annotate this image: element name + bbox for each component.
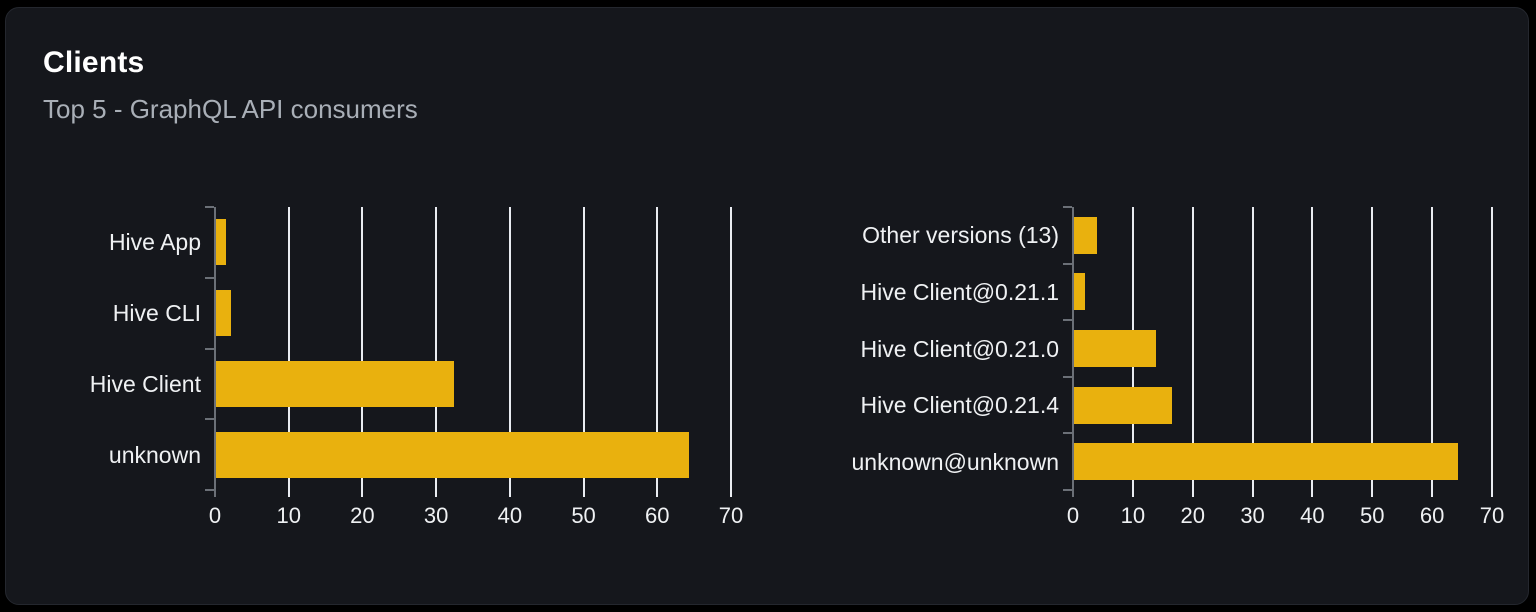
x-tick-label-60: 60 — [645, 503, 670, 528]
y-axis-tick — [1063, 375, 1072, 378]
category-label-hive-client-0-21-1: Hive Client@0.21.1 — [860, 279, 1060, 305]
gridline-20 — [361, 207, 364, 497]
gridline-10 — [287, 207, 290, 497]
gridline-30 — [1251, 207, 1254, 497]
bar-unknown[interactable] — [216, 432, 689, 478]
page-title: Clients — [43, 46, 145, 79]
y-axis-tick — [205, 347, 214, 350]
category-label-unknown: unknown — [108, 442, 201, 468]
y-axis-line — [1072, 207, 1074, 497]
y-axis-tick — [1063, 206, 1072, 208]
x-tick-label-50: 50 — [1360, 503, 1385, 528]
bar-hive-cli[interactable] — [216, 290, 231, 336]
category-label-hive-client-0-21-4: Hive Client@0.21.4 — [860, 392, 1060, 418]
x-tick-label-10: 10 — [276, 503, 301, 528]
bar-hive-client-0-21-1[interactable] — [1074, 273, 1085, 310]
y-axis-tick — [205, 206, 214, 208]
y-axis-tick — [1063, 432, 1072, 435]
x-tick-label-50: 50 — [571, 503, 596, 528]
category-label-hive-client: Hive Client — [89, 371, 201, 397]
gridline-40 — [1311, 207, 1314, 497]
gridline-70 — [730, 207, 732, 497]
x-tick-label-20: 20 — [1180, 503, 1205, 528]
clients-card — [5, 7, 1529, 605]
x-tick-label-20: 20 — [350, 503, 375, 528]
gridline-70 — [1491, 207, 1493, 497]
category-label-hive-app: Hive App — [108, 229, 201, 255]
y-axis-tick — [1063, 319, 1072, 322]
y-axis-tick — [205, 489, 214, 491]
x-tick-label-70: 70 — [1479, 503, 1505, 528]
category-label-hive-cli: Hive CLI — [112, 300, 201, 326]
x-tick-label-10: 10 — [1120, 503, 1146, 528]
y-axis-tick — [1063, 489, 1072, 491]
bar-hive-client-0-21-4[interactable] — [1074, 387, 1172, 424]
x-tick-label-30: 30 — [1240, 503, 1265, 528]
x-tick-label-0: 0 — [208, 503, 222, 528]
page-subtitle: Top 5 - GraphQL API consumers — [43, 94, 418, 124]
gridline-50 — [582, 207, 585, 497]
x-tick-label-40: 40 — [497, 503, 523, 528]
gridline-50 — [1371, 207, 1374, 497]
bar-other-versions-13[interactable] — [1074, 217, 1097, 254]
gridline-60 — [1431, 207, 1434, 497]
bar-hive-app[interactable] — [216, 219, 226, 265]
category-label-other-versions-13: Other versions (13) — [862, 222, 1059, 248]
bar-hive-client[interactable] — [216, 361, 454, 407]
y-axis-tick — [205, 418, 214, 421]
category-label-unknown-unknown: unknown@unknown — [851, 449, 1059, 475]
x-tick-label-30: 30 — [423, 503, 449, 528]
bar-hive-client-0-21-0[interactable] — [1074, 330, 1156, 367]
x-tick-label-40: 40 — [1300, 503, 1325, 528]
y-axis-tick — [1063, 262, 1072, 265]
y-axis-line — [214, 207, 216, 497]
category-label-hive-client-0-21-0: Hive Client@0.21.0 — [860, 336, 1060, 362]
x-tick-label-70: 70 — [718, 503, 744, 528]
x-tick-label-60: 60 — [1419, 503, 1445, 528]
gridline-60 — [656, 207, 659, 497]
x-tick-label-0: 0 — [1066, 503, 1080, 528]
bar-unknown-unknown[interactable] — [1074, 443, 1458, 480]
gridline-40 — [508, 207, 511, 497]
y-axis-tick — [205, 276, 214, 279]
gridline-30 — [435, 207, 438, 497]
gridline-20 — [1191, 207, 1194, 497]
